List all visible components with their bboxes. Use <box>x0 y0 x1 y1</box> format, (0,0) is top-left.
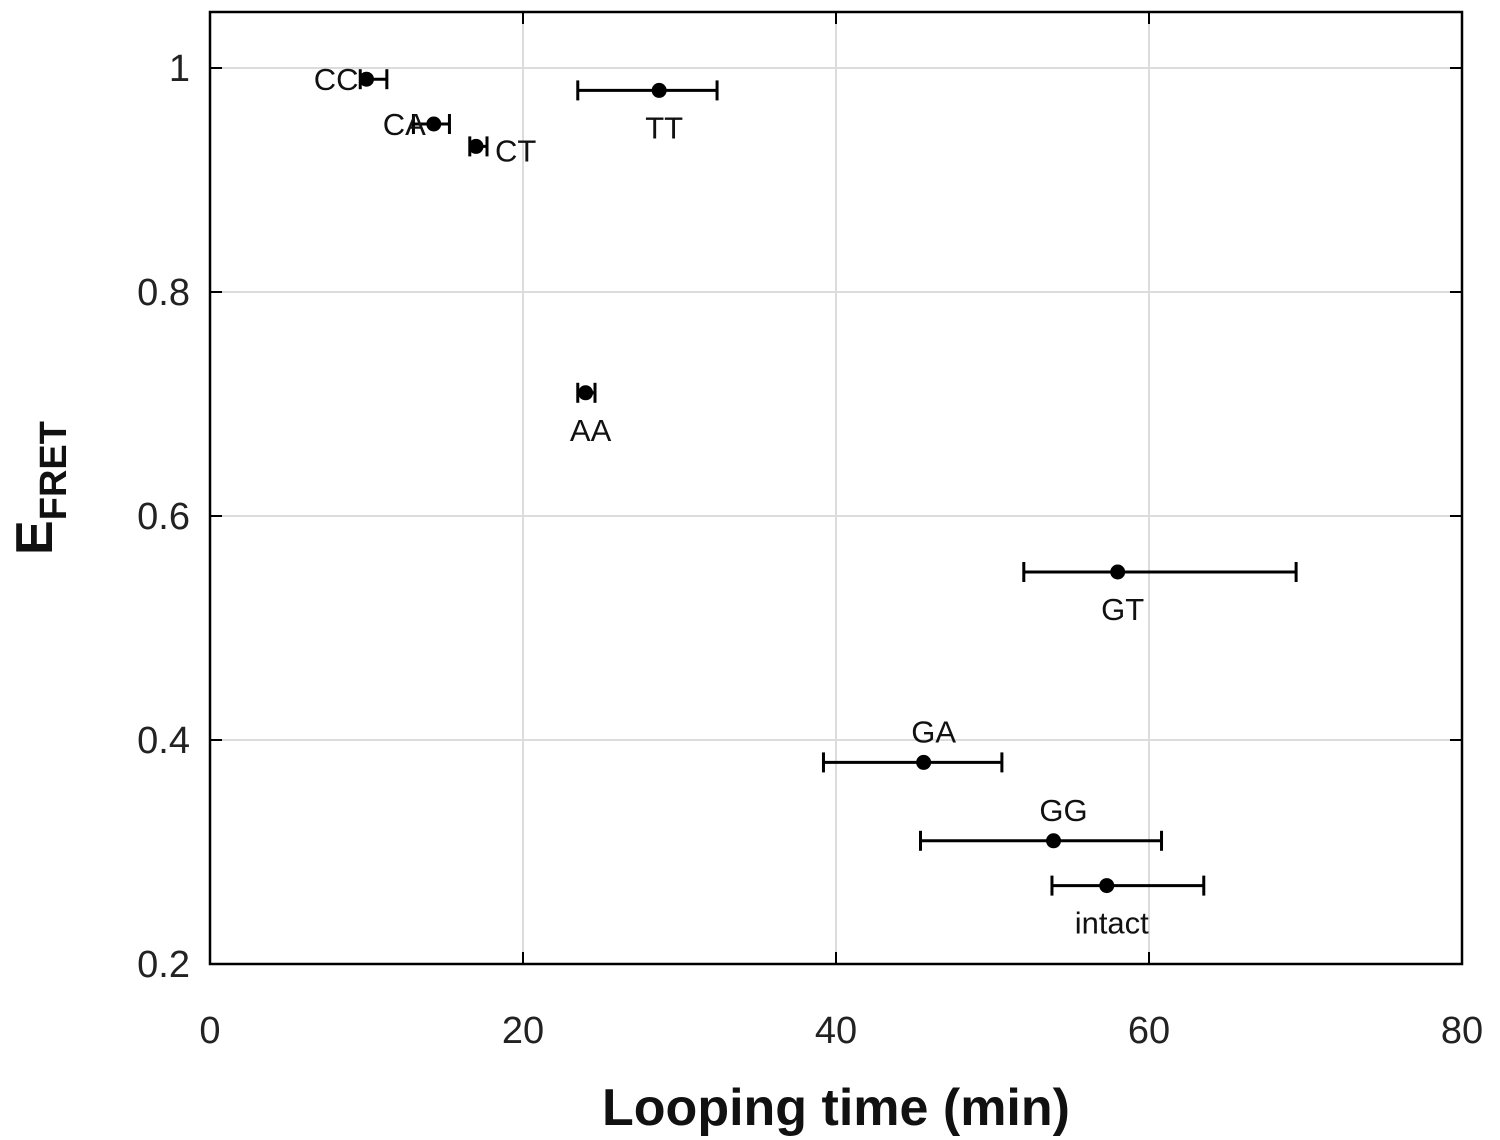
point-label-intact: intact <box>1075 906 1149 941</box>
point-label-AA: AA <box>570 413 612 448</box>
y-axis-title: EFRET <box>6 421 75 555</box>
y-axis-title-subscript: FRET <box>33 421 75 520</box>
x-tick-label: 40 <box>815 1010 857 1052</box>
data-point-TT <box>651 82 667 98</box>
data-points <box>359 71 1126 894</box>
x-tick-label: 0 <box>199 1010 220 1052</box>
y-tick-labels: 0.2 0.4 0.6 0.8 1 <box>137 48 190 986</box>
x-tick-label: 60 <box>1128 1010 1170 1052</box>
y-tick-label: 0.6 <box>137 496 190 538</box>
x-tick-label: 20 <box>502 1010 544 1052</box>
x-tick-labels: 0 20 40 60 80 <box>199 1010 1483 1052</box>
x-axis-title: Looping time (min) <box>602 1079 1070 1137</box>
point-label-TT: TT <box>645 110 683 145</box>
point-label-CC: CC <box>314 62 359 97</box>
data-point-intact <box>1099 878 1115 894</box>
svg-text:EFRET: EFRET <box>6 421 75 555</box>
point-labels: CC CA CT TT AA GT GA GG intact <box>314 62 1149 940</box>
error-bars <box>358 69 1298 896</box>
y-tick-label: 0.2 <box>137 944 190 986</box>
point-label-CT: CT <box>495 133 536 168</box>
y-tick-label: 0.4 <box>137 720 190 762</box>
data-point-CC <box>359 71 374 87</box>
point-label-CA: CA <box>383 107 426 142</box>
x-tick-label: 80 <box>1441 1010 1483 1052</box>
data-point-CA <box>426 116 442 132</box>
point-label-GA: GA <box>911 714 956 749</box>
y-tick-label: 1 <box>169 48 190 90</box>
data-point-GA <box>916 754 932 770</box>
grid-lines <box>209 12 1463 965</box>
data-point-CT <box>468 138 484 154</box>
point-label-GG: GG <box>1039 793 1087 828</box>
data-point-GG <box>1046 833 1062 849</box>
point-label-GT: GT <box>1101 592 1144 627</box>
data-point-AA <box>578 385 594 401</box>
plot-frame <box>208 10 1464 966</box>
y-axis-title-main: E <box>6 520 64 555</box>
y-tick-label: 0.8 <box>137 272 190 314</box>
data-point-GT <box>1110 564 1126 580</box>
